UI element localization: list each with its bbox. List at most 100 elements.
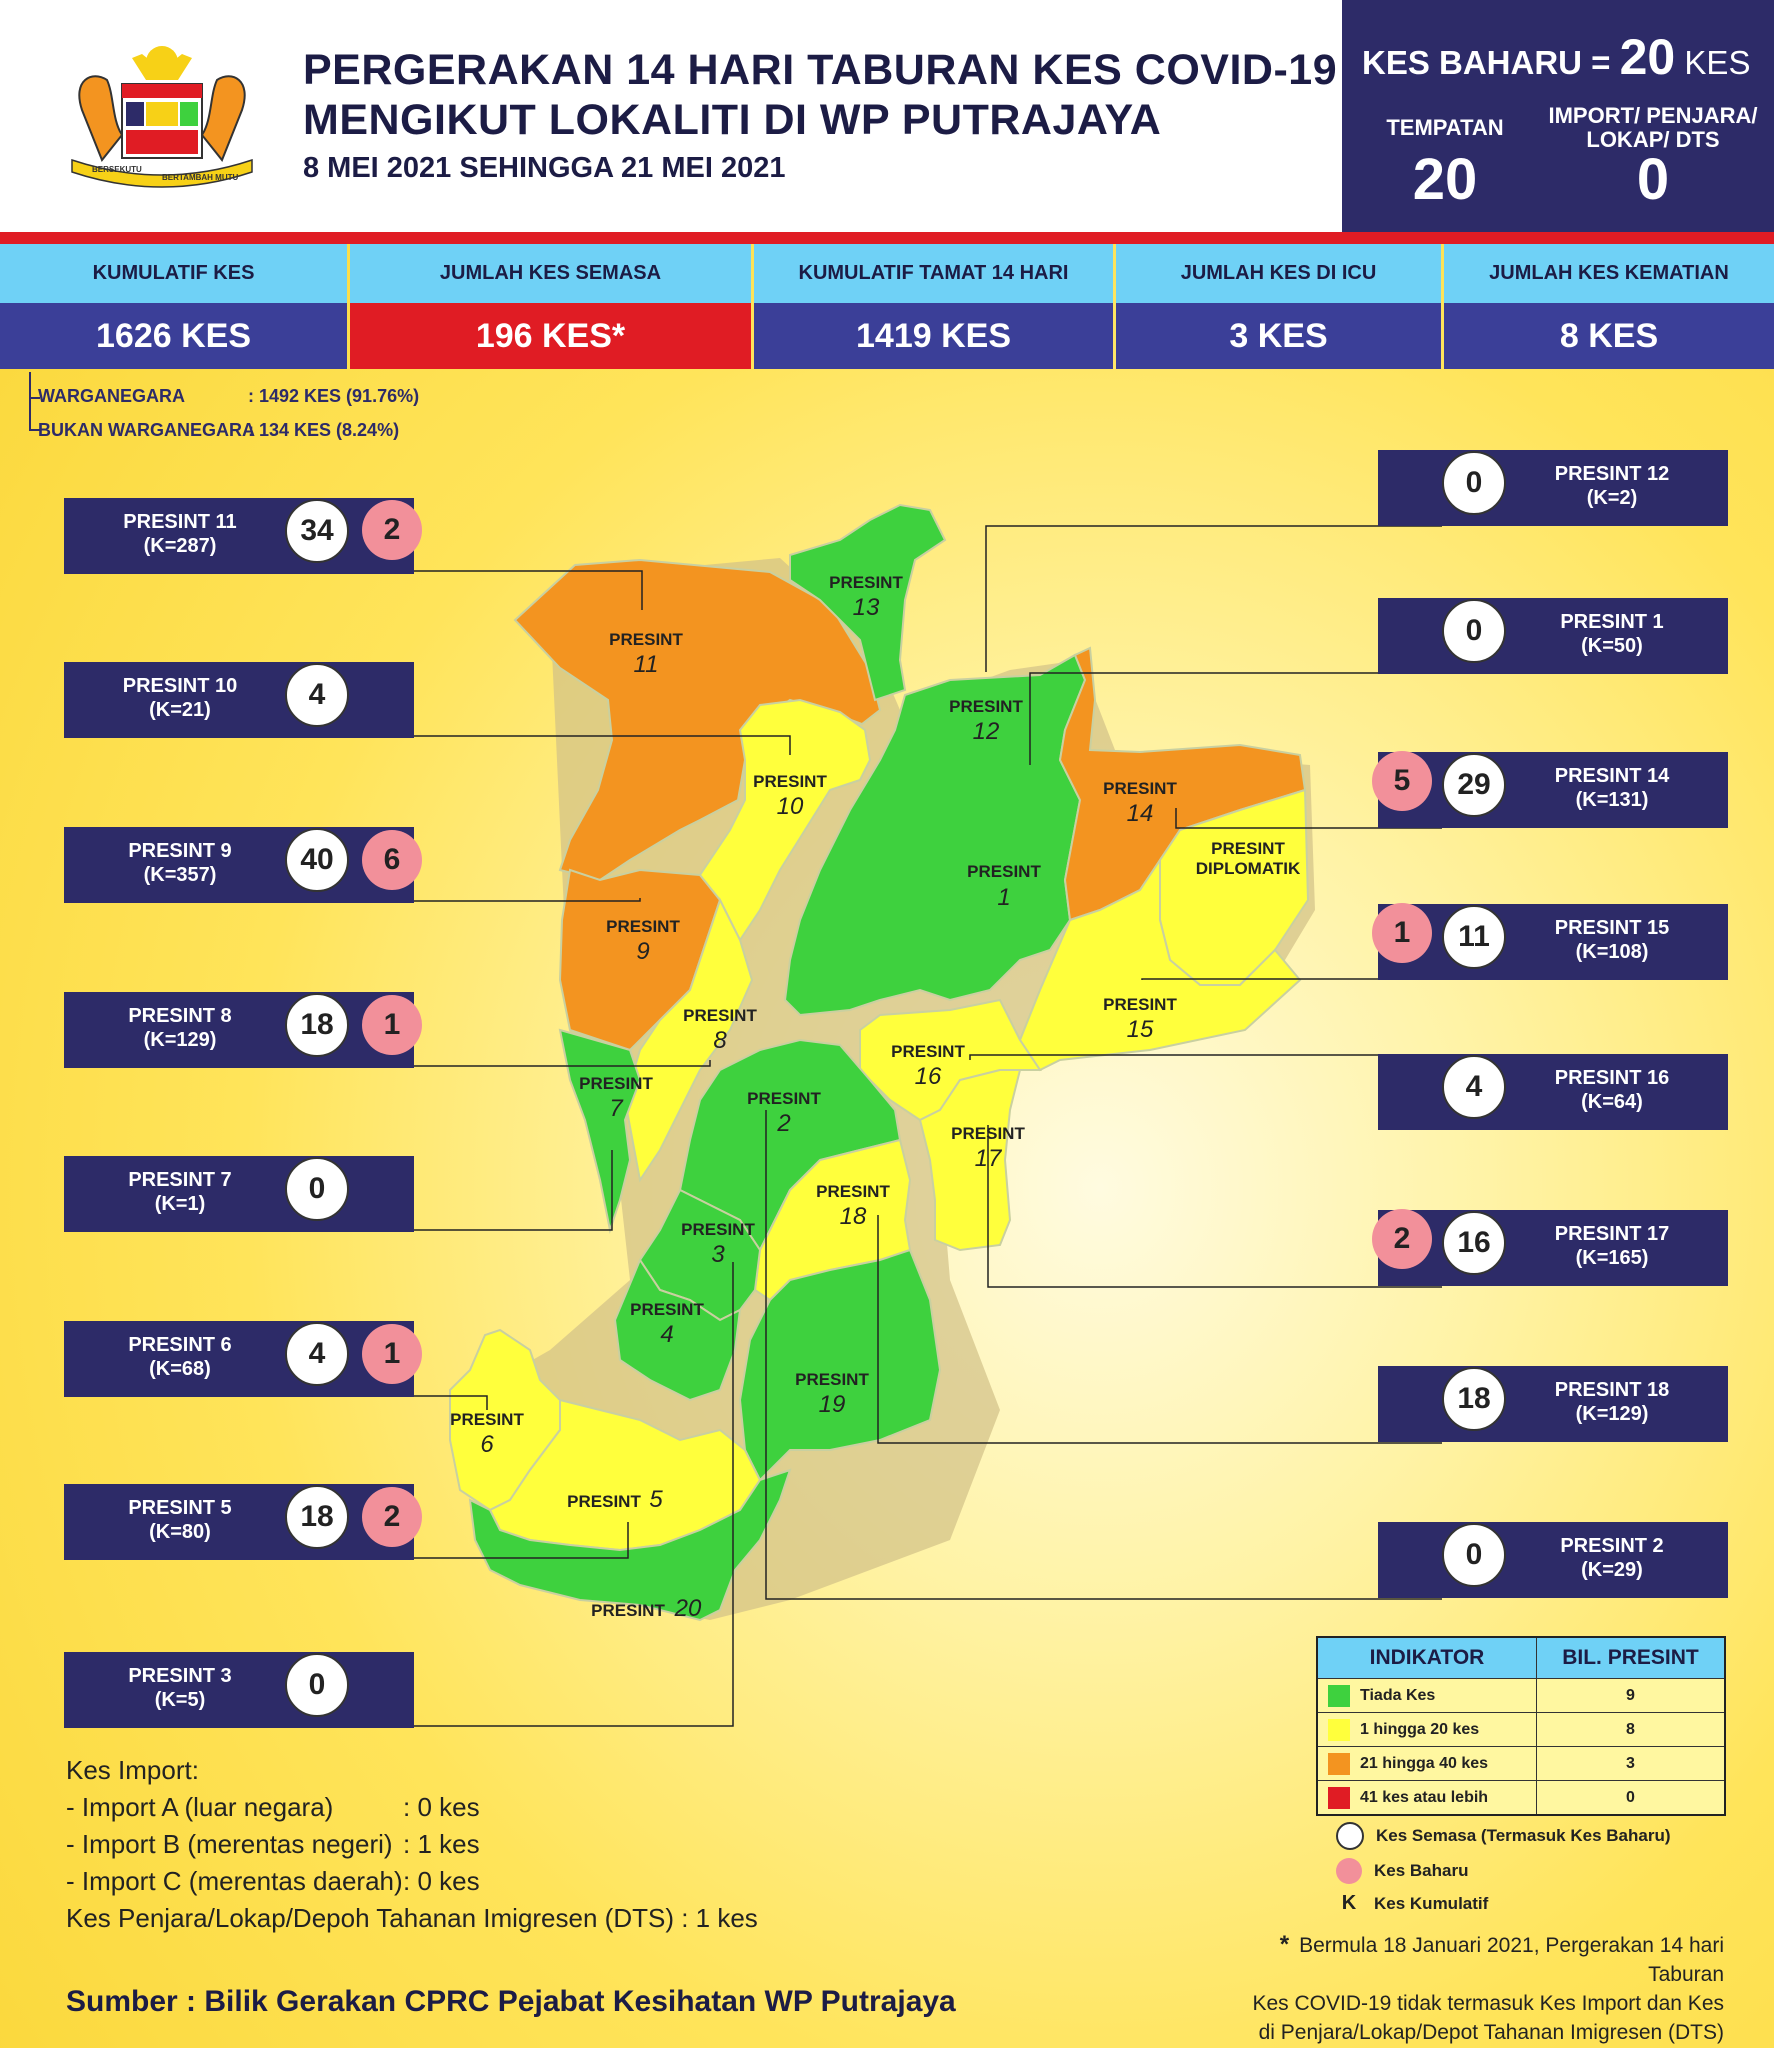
map-label-presint-18: PRESINT	[816, 1182, 890, 1201]
map-number-13: 13	[853, 594, 880, 621]
new-cases-box: KES BAHARU = 20 KES TEMPATAN 20 IMPORT/ …	[1342, 0, 1774, 232]
map-label-diplomatik: DIPLOMATIK	[1196, 859, 1301, 878]
footnote-line-1: * Bermula 18 Januari 2021, Pergerakan 14 …	[1230, 1930, 1724, 1989]
footnote: * Bermula 18 Januari 2021, Pergerakan 14 …	[1230, 1930, 1724, 2047]
map-number-19: 19	[819, 1391, 846, 1418]
presint-name: PRESINT 17	[1554, 1223, 1670, 1245]
noncitizen-label: BUKAN WARGANEGARA	[38, 420, 255, 440]
legend-label: 21 hingga 40 kes	[1360, 1754, 1489, 1772]
presint-name: PRESINT 15	[1554, 917, 1670, 939]
presint-box-label: PRESINT 15 (K=108)	[1496, 916, 1728, 964]
legend-label: 41 kes atau lebih	[1360, 1788, 1489, 1806]
legend-active-label: Kes Semasa (Termasuk Kes Baharu)	[1376, 1826, 1671, 1845]
new-cases-circle-6: 1	[362, 1324, 422, 1384]
new-cases-circle-5: 2	[362, 1487, 422, 1547]
map-number-11: 11	[634, 651, 659, 678]
map-number-20: 20	[674, 1595, 702, 1622]
presint-box-label: PRESINT 3 (K=5)	[64, 1664, 296, 1712]
legend-row-1-20: 1 hingga 20 kes 8	[1318, 1712, 1724, 1746]
region-presint-10	[698, 698, 872, 942]
swatch-yellow	[1328, 1718, 1350, 1741]
map-label-presint-9: PRESINT	[606, 917, 680, 936]
stat-label-cumulative: KUMULATIF KES	[0, 244, 347, 303]
presint-box-label: PRESINT 2 (K=29)	[1496, 1534, 1728, 1582]
active-cases-circle-8: 18	[285, 993, 349, 1057]
presint-name: PRESINT 5	[128, 1497, 232, 1519]
presint-name: PRESINT 8	[128, 1005, 232, 1027]
new-cases-circle-14: 5	[1372, 751, 1432, 811]
map-region-labels: PRESINT 11 PRESINT 13 PRESINT 1 2 PRESINT…	[450, 573, 1301, 1622]
map-number-9: 9	[636, 938, 649, 965]
presint-box-label: PRESINT 10 (K=21)	[64, 674, 296, 722]
stat-label-recovered: KUMULATIF TAMAT 14 HARI	[754, 244, 1113, 303]
map-label-presint-1: PRESINT	[967, 862, 1041, 881]
map-label-presint-10: PRESINT	[753, 772, 827, 791]
presint-box-18: PRESINT 18 (K=129)	[1378, 1366, 1728, 1442]
presint-name: PRESINT 6	[128, 1334, 232, 1356]
new-cases-value: 20	[1619, 29, 1676, 85]
legend-row-21-40: 21 hingga 40 kes 3	[1318, 1746, 1724, 1780]
map-number-17: 17	[975, 1145, 1003, 1172]
presint-box-label: PRESINT 8 (K=129)	[64, 1004, 296, 1052]
region-presint-8	[623, 897, 754, 1183]
presint-name: PRESINT 10	[122, 675, 238, 697]
new-cases-circle-15: 1	[1372, 903, 1432, 963]
legend-count: 8	[1626, 1720, 1635, 1738]
white-circle-icon	[1336, 1822, 1364, 1850]
region-presint-13	[789, 503, 947, 702]
date-range: 8 MEI 2021 SEHINGGA 21 MEI 2021	[303, 152, 786, 184]
import-title: Kes Import:	[66, 1755, 199, 1785]
import-value: : 0 kes	[403, 1866, 480, 1896]
active-cases-circle-1: 0	[1442, 599, 1506, 663]
pink-circle-icon	[1336, 1858, 1362, 1884]
presint-box-2: PRESINT 2 (K=29)	[1378, 1522, 1728, 1598]
active-cases-circle-12: 0	[1442, 451, 1506, 515]
legend-k-label: Kes Kumulatif	[1374, 1893, 1489, 1913]
region-presint-7	[558, 1028, 642, 1234]
import-label: - Import B (merentas negeri)	[66, 1829, 393, 1859]
map-number-2: 2	[776, 1110, 790, 1137]
legend-table: INDIKATOR BIL. PRESINT Tiada Kes 9 1 hin…	[1316, 1636, 1726, 1816]
stat-value-deaths: 8 KES	[1444, 303, 1774, 369]
map-number-4: 4	[660, 1321, 673, 1348]
map-number-1: 1	[997, 884, 1010, 911]
legend-col-count: BIL. PRESINT	[1562, 1646, 1699, 1669]
map-number-15: 15	[1127, 1016, 1154, 1043]
map-number-14: 14	[1127, 800, 1154, 827]
region-presint-17	[918, 1069, 1022, 1252]
k-letter-icon: K	[1341, 1892, 1357, 1914]
presint-k: (K=287)	[143, 535, 217, 557]
map-number-10: 10	[777, 793, 804, 820]
presint-box-17: PRESINT 17 (K=165)	[1378, 1210, 1728, 1286]
active-cases-circle-7: 0	[285, 1157, 349, 1221]
legend-row-41-plus: 41 kes atau lebih 0	[1318, 1780, 1724, 1814]
map-label-presint-8: PRESINT	[683, 1006, 757, 1025]
presint-name: PRESINT 12	[1554, 463, 1670, 485]
legend-header: INDIKATOR BIL. PRESINT	[1318, 1638, 1724, 1678]
map-label-presint-11: PRESINT	[609, 630, 683, 649]
map-label-presint-2: PRESINT	[747, 1089, 821, 1108]
presint-box-label: PRESINT 12 (K=2)	[1496, 462, 1728, 510]
presint-box-label: PRESINT 6 (K=68)	[64, 1333, 296, 1381]
new-cases-circle-11: 2	[362, 500, 422, 560]
presint-k: (K=80)	[149, 1521, 211, 1543]
map-number-16: 16	[915, 1063, 942, 1090]
map-label-presint-13: PRESINT	[829, 573, 903, 592]
presint-k: (K=1)	[154, 1193, 206, 1215]
prison-cases: Kes Penjara/Lokap/Depoh Tahanan Imigrese…	[66, 1903, 758, 1933]
presint-k: (K=2)	[1586, 487, 1638, 509]
active-cases-circle-16: 4	[1442, 1055, 1506, 1119]
stat-value-active: 196 KES*	[350, 303, 751, 369]
new-cases-circle-8: 1	[362, 995, 422, 1055]
presint-name: PRESINT 14	[1554, 765, 1670, 787]
new-cases-circle-9: 6	[362, 830, 422, 890]
presint-name: PRESINT 16	[1554, 1067, 1670, 1089]
legend-label: Tiada Kes	[1360, 1686, 1436, 1704]
active-cases-circle-17: 16	[1442, 1211, 1506, 1275]
map-label-presint-12: PRESINT	[949, 697, 1023, 716]
legend-count: 3	[1626, 1754, 1635, 1772]
presint-box-label: PRESINT 17 (K=165)	[1496, 1222, 1728, 1270]
presint-box-14: PRESINT 14 (K=131)	[1378, 752, 1728, 828]
map-label-presint-4: PRESINT	[630, 1300, 704, 1319]
presint-name: PRESINT 18	[1554, 1379, 1670, 1401]
